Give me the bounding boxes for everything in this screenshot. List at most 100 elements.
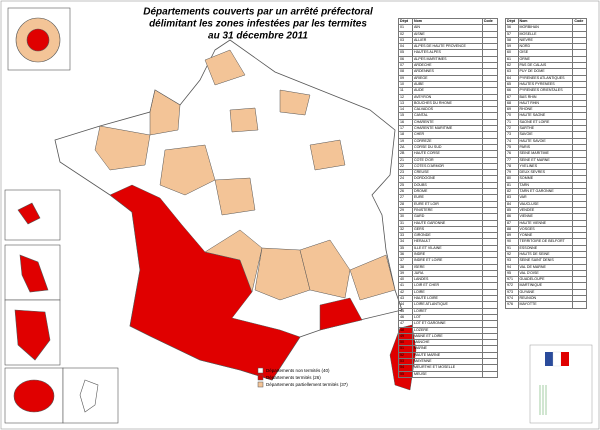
cell: 10: [398, 80, 413, 89]
cell: SEINE ET MARNE: [517, 156, 574, 164]
cell: 13: [398, 99, 413, 108]
row: 974 REUNION: [505, 295, 587, 303]
infested-zone: [319, 297, 363, 331]
cell: MORBIHAN: [517, 24, 574, 32]
code-cell: [481, 288, 499, 297]
row: 94 VAL DE MARNE: [505, 263, 587, 271]
row: 41 LOIR ET CHER: [398, 282, 499, 290]
cell: 08: [398, 68, 413, 76]
code-cell: [572, 295, 587, 303]
cell: 53: [398, 358, 413, 366]
header-cell: Code: [572, 17, 587, 26]
infested-zone: [109, 184, 301, 381]
row: 66 PYRENEES ORIENTALES: [505, 87, 587, 95]
cell: MARTINIQUE: [517, 282, 574, 290]
cell: 09: [398, 74, 413, 82]
code-cell: [481, 320, 499, 328]
cell: PAS DE CALAIS: [517, 62, 574, 70]
code-cell: [481, 313, 499, 322]
code-cell: [572, 250, 587, 259]
cell: 11: [398, 87, 413, 95]
code-cell: [481, 62, 499, 70]
cell: 47: [398, 320, 413, 328]
title-line: au 31 décembre 2011: [208, 31, 308, 42]
row: 62 PAS DE CALAIS: [505, 62, 587, 70]
cell: HAUTS DE SEINE: [517, 250, 574, 259]
row: 49 MAINE ET LOIRE: [398, 332, 499, 341]
row: 12 AVEYRON: [398, 93, 499, 101]
cell: 52: [398, 351, 413, 360]
cell: RHONE: [517, 106, 574, 114]
header-cell: Code: [481, 17, 499, 26]
cell: 48: [398, 326, 413, 334]
code-cell: [572, 288, 587, 297]
cell: SEINE MARITIME: [517, 150, 574, 158]
cell: 40: [398, 276, 413, 284]
row: 45 LOIRET: [398, 307, 499, 315]
row: 08 ARDENNES: [398, 68, 499, 76]
row: 70 HAUTE SAONE: [505, 112, 587, 120]
row: 86 VIENNE: [505, 213, 587, 221]
row: 52 HAUTE MARNE: [398, 351, 499, 360]
row: 71 SAONE ET LOIRE: [505, 118, 587, 127]
code-cell: [481, 257, 499, 265]
code-cell: [481, 370, 499, 378]
row: 11 AUDE: [398, 87, 499, 95]
row: 09 ARIEGE: [398, 74, 499, 82]
partial-zones: [94, 49, 396, 301]
cell: TARN ET GARONNE: [517, 187, 574, 196]
row: 87 HAUTE VIENNE: [505, 219, 587, 227]
code-cell: [481, 93, 499, 101]
row: 16 CHARENTE: [398, 118, 499, 127]
cell: SAONE ET LOIRE: [517, 118, 574, 127]
code-cell: [481, 358, 499, 366]
row: 972 MARTINIQUE: [505, 282, 587, 290]
row: 971 GUADELOUPE: [505, 276, 587, 284]
code-cell: [481, 118, 499, 127]
cell: 54: [398, 364, 413, 372]
row: 13 BOUCHES DU RHONE: [398, 99, 499, 108]
code-cell: [481, 339, 499, 347]
code-cell: [481, 276, 499, 284]
code-cell: [572, 74, 587, 82]
row: 95 VAL D'OISE: [505, 269, 587, 278]
code-cell: [481, 250, 499, 259]
code-cell: [572, 99, 587, 108]
code-cell: [572, 87, 587, 95]
cell: HAUTE SAVOIE: [517, 137, 574, 145]
cell: GUYANE: [517, 288, 574, 297]
code-cell: [481, 99, 499, 108]
code-cell: [572, 62, 587, 70]
legend-label: Départements partiellement termités (37): [266, 382, 348, 387]
cell: 43: [398, 295, 413, 303]
cell: HAUTES PYRENEES: [517, 80, 574, 89]
row: 63 PUY DE DOME: [505, 68, 587, 76]
row: 67 BAS RHIN: [505, 93, 587, 101]
row: 10 AUBE: [398, 80, 499, 89]
row: 53 MAYENNE: [398, 358, 499, 366]
cell: 49: [398, 332, 413, 341]
legend-swatch: [257, 367, 264, 374]
logo: [529, 344, 593, 424]
code-cell: [481, 282, 499, 290]
department-table: Dépt Nom Code 56 MORBIHAN 57 MOSELLE 58 NIEVRE 59…: [505, 17, 587, 309]
cell: 01: [398, 24, 413, 32]
cell: 55: [398, 370, 413, 378]
cell: MEUSE: [411, 370, 483, 378]
code-cell: [572, 118, 587, 127]
code-cell: [481, 24, 499, 32]
row: 51 MARNE: [398, 345, 499, 353]
code-cell: [481, 68, 499, 76]
cell: PYRENEES ORIENTALES: [517, 87, 574, 95]
code-cell: [481, 80, 499, 89]
row: 68 HAUT RHIN: [505, 99, 587, 108]
header-row: Dépt Nom Code: [398, 17, 499, 26]
row: 93 SEINE SAINT DENIS: [505, 257, 587, 265]
cell: MAYOTTE: [517, 301, 574, 309]
row: 14 CALVADOS: [398, 106, 499, 114]
code-cell: [481, 112, 499, 120]
row: 56 MORBIHAN: [505, 24, 587, 32]
cell: HAUTE VIENNE: [517, 219, 574, 227]
row: 65 HAUTES PYRENEES: [505, 80, 587, 89]
